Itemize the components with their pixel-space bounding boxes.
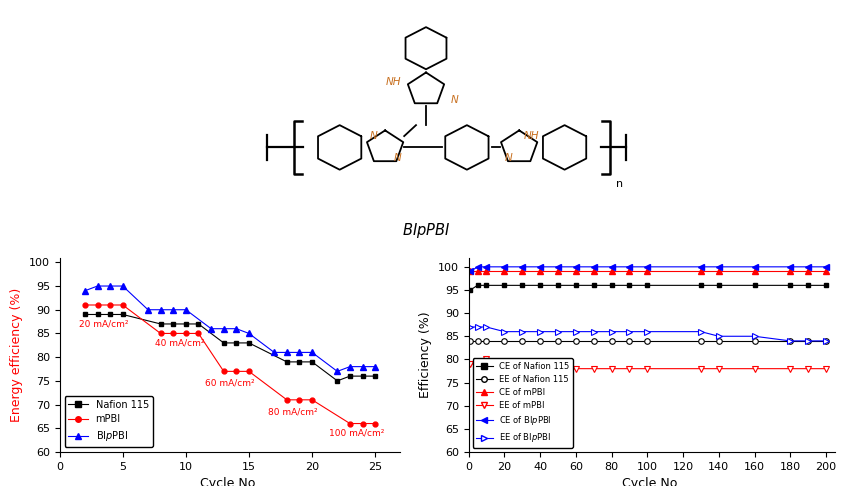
Text: N: N: [394, 154, 401, 163]
Y-axis label: Energy efficiency (%): Energy efficiency (%): [10, 288, 23, 422]
X-axis label: Cycle No.: Cycle No.: [622, 477, 682, 486]
Text: 40 mA/cm²: 40 mA/cm²: [155, 338, 204, 347]
Text: 100 mA/cm²: 100 mA/cm²: [329, 428, 384, 437]
Text: N: N: [451, 95, 458, 104]
Text: N: N: [505, 154, 513, 163]
Text: N: N: [370, 131, 377, 141]
Text: 60 mA/cm²: 60 mA/cm²: [205, 379, 255, 388]
Text: NH: NH: [386, 77, 401, 87]
Y-axis label: Efficiency (%): Efficiency (%): [419, 312, 432, 398]
Text: NH: NH: [524, 131, 539, 141]
Text: 80 mA/cm²: 80 mA/cm²: [268, 407, 318, 416]
Legend: Nafion 115, mPBI, BI$p$PBI: Nafion 115, mPBI, BI$p$PBI: [65, 396, 153, 447]
Text: BI$p$PBI: BI$p$PBI: [402, 221, 450, 240]
Text: n: n: [616, 179, 623, 189]
X-axis label: Cycle No.: Cycle No.: [200, 477, 260, 486]
Legend: CE of Nafion 115, EE of Nafion 115, CE of mPBI, EE of mPBI, CE of BI$p$PBI, EE o: CE of Nafion 115, EE of Nafion 115, CE o…: [473, 358, 573, 448]
Text: 20 mA/cm²: 20 mA/cm²: [79, 319, 129, 329]
